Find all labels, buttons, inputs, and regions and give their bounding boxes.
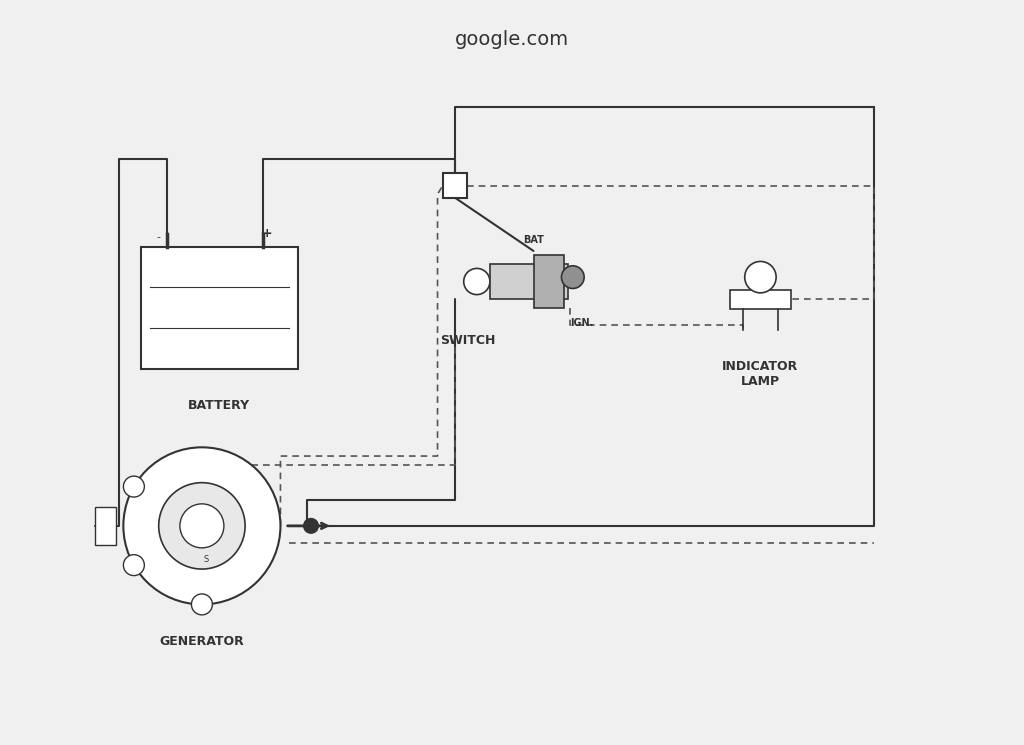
Bar (442, 174, 467, 197)
Text: GENERATOR: GENERATOR (160, 635, 245, 648)
Text: BAT: BAT (523, 235, 544, 245)
Bar (141, 247, 298, 369)
Circle shape (180, 504, 224, 548)
Text: S: S (204, 554, 209, 563)
Circle shape (123, 447, 281, 604)
Circle shape (304, 519, 318, 533)
Bar (534, 256, 564, 308)
Text: google.com: google.com (455, 30, 569, 49)
Bar (730, 291, 791, 309)
Circle shape (464, 268, 489, 294)
Text: IGN.: IGN. (570, 318, 594, 328)
Circle shape (159, 483, 245, 569)
Text: BATTERY: BATTERY (188, 399, 251, 412)
Text: INDICATOR
LAMP: INDICATOR LAMP (722, 360, 799, 388)
Text: SWITCH: SWITCH (440, 334, 496, 347)
Text: -: - (157, 232, 161, 242)
Circle shape (124, 555, 144, 576)
Circle shape (124, 476, 144, 497)
Bar (94, 507, 117, 545)
Circle shape (561, 266, 584, 288)
Circle shape (191, 594, 212, 615)
Text: +: + (262, 226, 272, 240)
Circle shape (744, 261, 776, 293)
Bar (489, 264, 568, 299)
